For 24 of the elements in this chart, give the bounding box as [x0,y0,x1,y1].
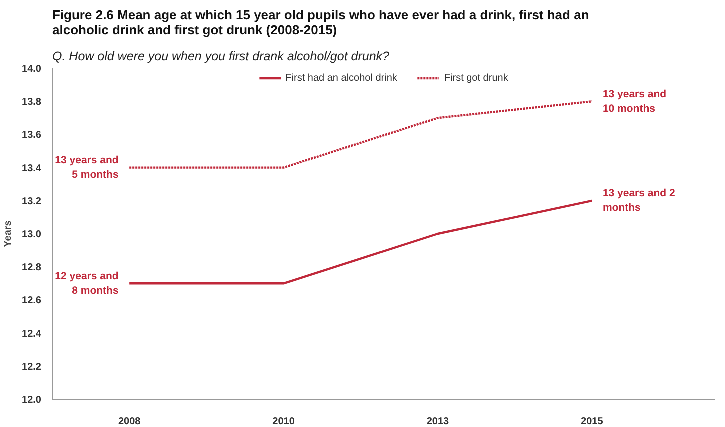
y-tick-label: 12.2 [22,362,42,373]
y-axis-title: Years [3,220,14,248]
x-tick-label: 2013 [426,416,450,427]
y-tick-label: 13.0 [22,230,42,240]
legend-label: First had an alcohol drink [286,72,398,84]
annotation: 13 years and 5 months [55,154,119,181]
y-tick-label: 13.8 [22,97,42,108]
y-tick-label: 13.4 [22,163,42,174]
x-tick-label: 2015 [581,416,604,427]
annotation: 13 years and 10 months [602,88,667,115]
y-tick-label: 12.8 [22,262,42,274]
y-tick-label: 12.0 [22,395,42,406]
x-tick-label: 2010 [272,416,296,427]
y-tick-label: 12.4 [22,328,42,340]
annotation: 13 years and 2 months [602,188,676,214]
annotation: 12 years and 8 months [55,270,119,297]
chart-title: Figure 2.6 Mean age at which 15 year old pupils who have ever had a drink, first had an alcoholic drink and first got drunk (2008-2015) [52,8,590,38]
y-tick-label: 12.6 [22,296,42,307]
legend-label: First got drunk [444,72,508,84]
x-tick-label: 2008 [118,416,142,427]
y-tick-label: 13.6 [22,130,42,142]
y-tick-label: 14.0 [22,64,42,75]
y-tick-label: 13.2 [22,196,42,208]
chart-subtitle: Q. How old were you when you first drank alcohol/got drunk? [52,50,390,64]
